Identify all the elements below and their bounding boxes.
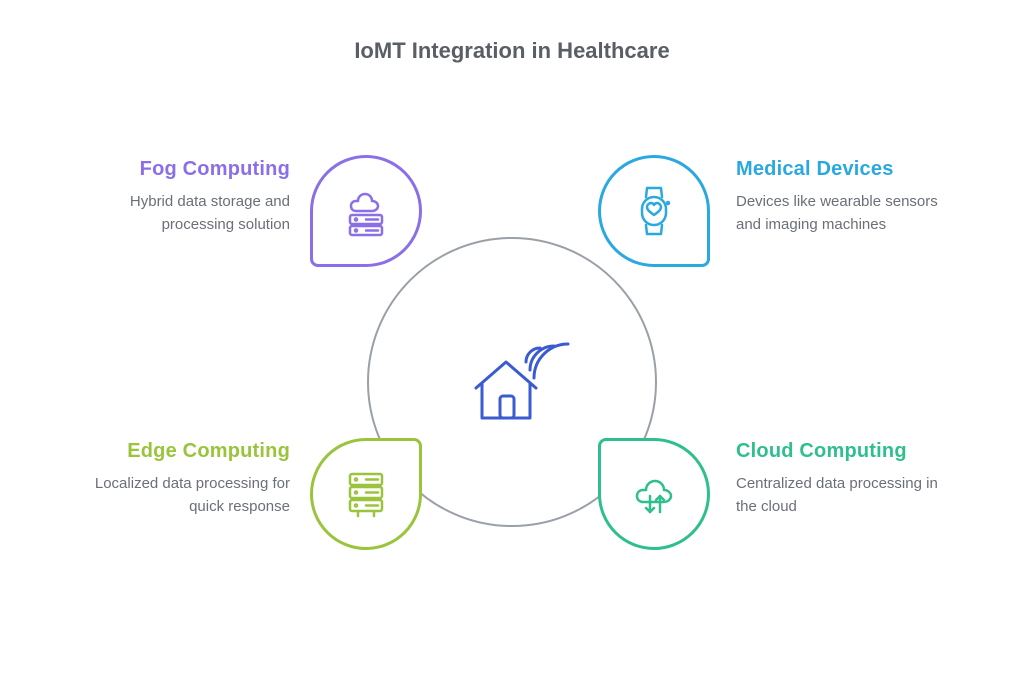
cloud-server-icon [336, 181, 396, 241]
desc-medical-devices: Devices like wearable sensors and imagin… [736, 191, 956, 236]
node-medical-devices [598, 155, 710, 267]
server-rack-icon [336, 464, 396, 524]
desc-edge-computing: Localized data processing for quick resp… [70, 473, 290, 518]
node-fog-computing [310, 155, 422, 267]
label-medical-devices: Medical Devices Devices like wearable se… [736, 158, 956, 236]
smart-home-icon [452, 322, 572, 442]
heading-edge-computing: Edge Computing [70, 440, 290, 463]
heading-cloud-computing: Cloud Computing [736, 440, 956, 463]
diagram-stage: Fog Computing Hybrid data storage and pr… [0, 80, 1024, 684]
label-edge-computing: Edge Computing Localized data processing… [70, 440, 290, 518]
cloud-updown-icon [624, 464, 684, 524]
desc-fog-computing: Hybrid data storage and processing solut… [70, 191, 290, 236]
page-title: IoMT Integration in Healthcare [0, 0, 1024, 64]
label-fog-computing: Fog Computing Hybrid data storage and pr… [70, 158, 290, 236]
node-edge-computing [310, 438, 422, 550]
node-cloud-computing [598, 438, 710, 550]
heading-fog-computing: Fog Computing [70, 158, 290, 181]
heading-medical-devices: Medical Devices [736, 158, 956, 181]
center-icon-wrap [452, 322, 572, 442]
smartwatch-heart-icon [624, 181, 684, 241]
label-cloud-computing: Cloud Computing Centralized data process… [736, 440, 956, 518]
desc-cloud-computing: Centralized data processing in the cloud [736, 473, 956, 518]
